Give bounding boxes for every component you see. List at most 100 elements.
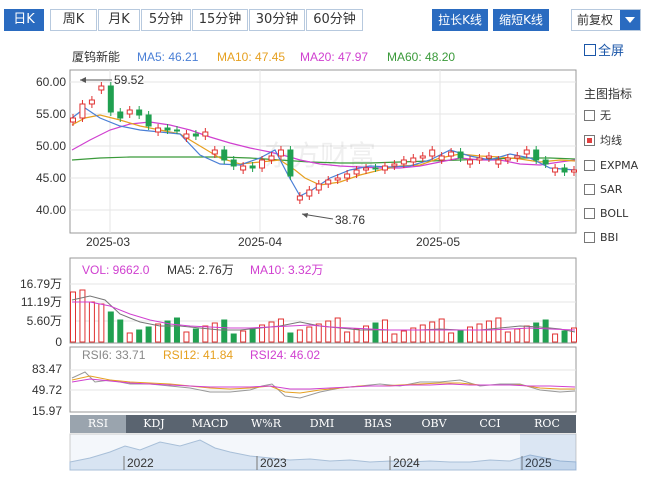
timeline-year: 2024 [393,456,420,470]
indicator-option-bbi[interactable]: BBI [584,232,618,246]
tab-macd[interactable]: MACD [191,417,229,430]
checkbox-icon[interactable] [584,208,595,219]
x-tick: 2025-05 [416,235,460,249]
tab-kdj[interactable]: KDJ [143,417,165,430]
volume-bar [164,320,171,343]
period-tab-60min[interactable]: 60分钟 [306,9,363,31]
main-chart-frame [69,69,577,234]
volume-bar [136,329,143,343]
main-indicator-title: 主图指标 [584,87,633,101]
tab-roc[interactable]: ROC [534,417,560,430]
tab-wr[interactable]: W%R [250,417,282,430]
candle [211,149,218,155]
period-tab-30min[interactable]: 30分钟 [249,9,305,31]
candle [571,169,577,173]
candle [400,159,407,165]
rsi24-line [71,378,576,390]
period-tab-week[interactable]: 周K [50,9,97,31]
volume-bar [344,331,351,343]
candle [561,167,568,173]
vol-y-tick: 11.19万 [21,295,62,309]
volume-bar [571,327,577,343]
indicator-label: 无 [600,109,611,122]
volume-bar [88,301,95,343]
indicator-option-ma[interactable]: 均线 [584,135,622,149]
candle [552,167,559,173]
timeline-selection-window[interactable] [520,434,576,470]
volume-bar [429,321,436,343]
vol-y-tick: 16.79万 [20,277,62,291]
candle [268,155,275,161]
tab-dmi[interactable]: DMI [309,417,335,430]
volume-bar [117,319,124,343]
checkbox-checked-icon[interactable] [584,135,595,146]
volume-bar [504,331,511,343]
candle [381,165,388,171]
candle [249,165,256,169]
checkbox-icon[interactable] [584,110,595,121]
period-tab-5min[interactable]: 5分钟 [141,9,191,31]
high-price-label: 59.52 [114,73,144,87]
tab-cci[interactable]: CCI [479,417,501,430]
volume-bar [448,332,455,343]
candle [145,114,152,127]
adjust-select[interactable]: 前复权 [571,9,641,31]
y-tick: 45.00 [36,171,66,185]
timeline-area [69,439,577,471]
fullscreen-icon [584,44,596,56]
indicator-option-none[interactable]: 无 [584,110,611,124]
indicator-option-expma[interactable]: EXPMA [584,160,638,174]
candle [296,195,303,201]
candle [495,159,502,165]
volume-bar [249,327,256,343]
volume-bar [363,325,370,343]
candle [476,157,483,161]
indicator-option-boll[interactable]: BOLL [584,208,628,222]
checkbox-icon[interactable] [584,184,595,195]
volume-bar [353,328,360,343]
candle [136,109,143,116]
candle [542,159,549,165]
volume-bar [183,331,190,343]
volume-bar [126,332,133,343]
volume-bar [202,325,209,343]
candle [88,99,95,105]
volume-bar [372,322,379,343]
candle [438,155,445,161]
candle [410,157,417,163]
candles [70,82,577,204]
checkbox-icon[interactable] [584,232,595,243]
rsi24-label: RSI24: 46.02 [250,348,320,362]
volume-bar [268,321,275,343]
candle [192,133,199,137]
period-tab-day[interactable]: 日K [4,9,44,31]
candle [533,149,540,161]
candle [230,159,237,167]
fullscreen-button[interactable]: 全屏 [584,40,624,59]
rsi-y-tick: 83.47 [32,362,62,376]
volume-bar [173,317,180,343]
candle [419,155,426,159]
ma20-label: MA20: 47.97 [300,50,368,64]
tab-rsi[interactable]: RSI [70,415,126,433]
volume-bar [542,319,549,343]
volume-bar [70,291,76,343]
volume-bar [419,324,426,343]
candle [504,157,511,161]
tab-obv[interactable]: OBV [421,417,447,430]
volume-bar [467,326,474,343]
zoom-out-kline-button[interactable]: 缩短K线 [493,9,549,31]
rsi12-label: RSI12: 41.84 [163,348,233,362]
y-tick: 50.00 [36,139,66,153]
period-tab-15min[interactable]: 15分钟 [192,9,248,31]
indicator-option-sar[interactable]: SAR [584,184,622,198]
tab-bias[interactable]: BIAS [364,417,392,430]
vol-ma10-label: MA10: 3.32万 [250,263,323,277]
candle [155,127,162,133]
indicator-label: 均线 [600,134,622,147]
period-tab-month[interactable]: 月K [98,9,140,31]
chevron-down-icon [620,10,640,30]
zoom-in-kline-button[interactable]: 拉长K线 [432,9,488,31]
checkbox-icon[interactable] [584,160,595,171]
